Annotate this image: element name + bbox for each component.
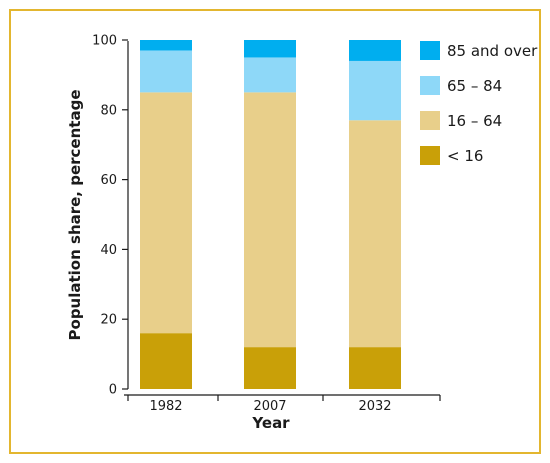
bars-group — [140, 40, 401, 389]
legend-swatch-65-84 — [420, 76, 440, 95]
legend-swatch-16-64 — [420, 111, 440, 130]
bar-2007-16-64 — [244, 92, 296, 348]
x-tick-label-2007: 2007 — [253, 399, 286, 414]
y-axis-title: Population share, percentage — [66, 90, 84, 341]
legend: 85 and over 65 – 84 16 – 64 < 16 — [420, 41, 538, 165]
x-tick-label-2032: 2032 — [358, 399, 391, 414]
bar-1982-85-and-over — [140, 40, 192, 51]
bar-2032-85-and-over — [349, 40, 401, 61]
y-tick-label-0: 0 — [109, 383, 117, 398]
bar-2032-lt-16 — [349, 347, 401, 389]
legend-label-85-and-over: 85 and over — [447, 42, 538, 60]
x-tick-label-1982: 1982 — [149, 399, 182, 414]
bar-2007-85-and-over — [244, 40, 296, 58]
bar-1982-65-84 — [140, 50, 192, 93]
x-ticks-group: 1982 2007 2032 — [127, 395, 441, 414]
bar-2032-16-64 — [349, 120, 401, 348]
y-tick-label-40: 40 — [100, 243, 117, 258]
x-axis-title: Year — [251, 414, 290, 432]
bar-2032-65-84 — [349, 60, 401, 121]
bar-2007-65-84 — [244, 57, 296, 93]
y-tick-label-60: 60 — [100, 173, 117, 188]
legend-label-65-84: 65 – 84 — [447, 77, 502, 95]
y-tick-label-100: 100 — [92, 34, 117, 49]
bar-1982-lt-16 — [140, 333, 192, 389]
y-tick-label-20: 20 — [100, 313, 117, 328]
bar-1982-16-64 — [140, 92, 192, 334]
legend-swatch-lt-16 — [420, 146, 440, 165]
bar-2007-lt-16 — [244, 347, 296, 389]
y-tick-label-80: 80 — [100, 103, 117, 118]
legend-swatch-85-and-over — [420, 41, 440, 60]
legend-label-16-64: 16 – 64 — [447, 112, 502, 130]
y-ticks-group: 0 20 40 60 80 100 — [92, 34, 128, 398]
legend-label-lt-16: < 16 — [447, 147, 483, 165]
